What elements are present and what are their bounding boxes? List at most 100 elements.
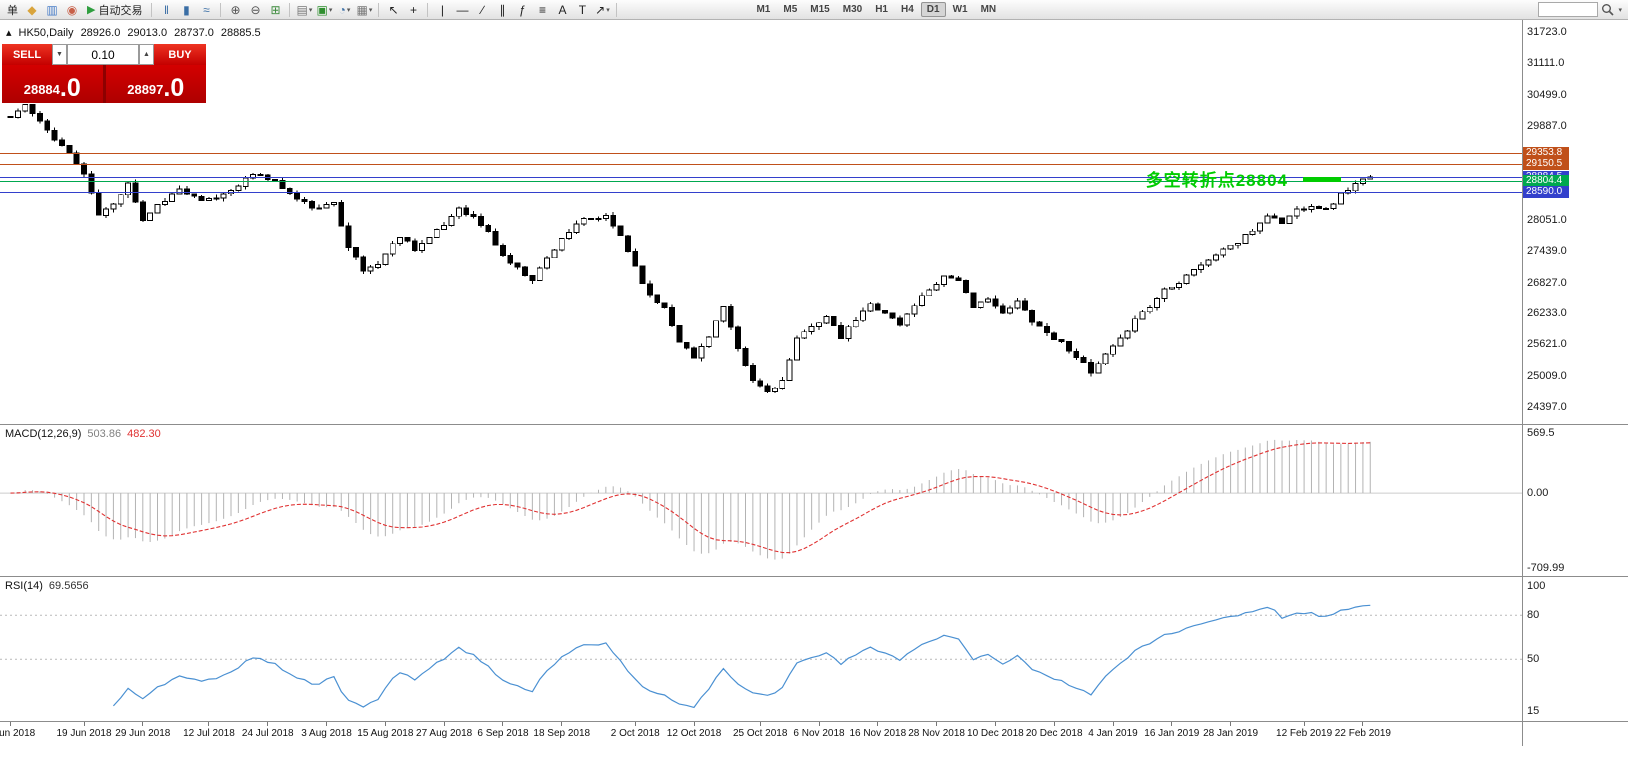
terminal-icon-glyph: ◉	[66, 2, 78, 17]
time-axis-tick	[267, 722, 269, 726]
dropdown-caret-icon[interactable]: ▾	[606, 6, 610, 14]
tile-windows-icon[interactable]: ⊞	[266, 2, 284, 18]
macd-scale-label: 0.00	[1527, 487, 1549, 500]
rsi-scale[interactable]: 100 80 50 15	[1522, 577, 1628, 721]
macd-chart[interactable]	[0, 425, 1522, 576]
date-label: 10 Dec 2018	[967, 728, 1024, 739]
trendline-icon[interactable]: ∕	[473, 2, 491, 18]
timeframe-button-h1[interactable]: H1	[875, 4, 888, 15]
buy-button[interactable]: BUY	[154, 44, 206, 65]
time-axis-tick	[877, 722, 879, 726]
volume-input[interactable]	[67, 44, 139, 65]
new-order-icon-glyph: ◆	[27, 2, 37, 17]
autotrading-button[interactable]: ▶ 自动交易	[83, 2, 146, 18]
volume-increase-button[interactable]: ▲	[139, 44, 154, 65]
date-label: 24 Jul 2018	[241, 728, 294, 739]
text-tool-icon[interactable]: A	[553, 2, 571, 18]
search-icon[interactable]	[1601, 3, 1615, 16]
time-axis-tick	[326, 722, 328, 726]
time-axis-tick	[1230, 722, 1232, 726]
arrows-tool-icon-glyph: ↗	[595, 2, 606, 17]
arrows-tool-icon[interactable]: ↗ ▾	[593, 2, 611, 18]
price-scale[interactable]: 31723.031111.030499.029887.029275.028663…	[1522, 20, 1628, 424]
cursor-icon[interactable]: ↖	[384, 2, 402, 18]
channel-icon[interactable]: ∥	[493, 2, 511, 18]
time-axis-tick	[1171, 722, 1173, 726]
date-label: 2 Oct 2018	[610, 728, 660, 739]
indicators-icon-glyph: ▤	[296, 2, 308, 17]
dropdown-caret-icon[interactable]: ▾	[308, 6, 313, 14]
crosshair-icon-glyph: +	[409, 2, 417, 17]
date-label: 25 Oct 2018	[732, 728, 788, 739]
search-caret-icon[interactable]: ▾	[1618, 6, 1622, 14]
fibonacci-icon[interactable]: ƒ	[513, 2, 531, 18]
price-scale-label: 25621.0	[1527, 338, 1567, 351]
bar-chart-mode-icon[interactable]: ‖	[157, 2, 175, 18]
dropdown-caret-icon[interactable]: ▾	[328, 6, 333, 14]
toolbar-separator	[220, 2, 222, 17]
macd-value-main: 503.86	[87, 428, 122, 440]
date-label: 15 Aug 2018	[357, 728, 414, 739]
horizontal-line-icon[interactable]: —	[453, 2, 471, 18]
date-label: 22 Feb 2019	[1334, 728, 1391, 739]
ask-price-main: 28897	[127, 82, 164, 97]
date-label: 27 Aug 2018	[416, 728, 473, 739]
toolbar-separator	[289, 2, 291, 17]
templates-icon[interactable]: ▦ ▾	[355, 2, 373, 18]
ohlc-low: 28737.0	[174, 27, 214, 39]
macd-scale-label: -709.99	[1527, 562, 1565, 574]
timeframe-button-d1[interactable]: D1	[920, 2, 946, 17]
vertical-line-icon[interactable]: |	[433, 2, 451, 18]
toolbar-separator	[378, 2, 380, 17]
candlestick-mode-icon[interactable]: ▮	[177, 2, 195, 18]
price-scale-label: 28051.0	[1527, 213, 1567, 226]
search-input[interactable]	[1538, 2, 1599, 17]
indicators-icon[interactable]: ▤ ▾	[295, 2, 313, 18]
price-scale-label: 26233.0	[1527, 307, 1567, 320]
menu-label[interactable]: 单	[7, 4, 18, 17]
zoom-in-icon-glyph: ⊕	[230, 2, 241, 17]
timeframe-button-m1[interactable]: M1	[756, 4, 771, 15]
time-axis-tick	[142, 722, 144, 726]
dropdown-caret-icon[interactable]: ▾	[368, 6, 373, 14]
terminal-icon[interactable]: ◉	[63, 2, 81, 18]
sell-button[interactable]: SELL	[2, 44, 52, 65]
periods-icon-glyph: ◔	[338, 2, 346, 17]
rsi-chart[interactable]	[0, 577, 1522, 721]
timeframe-button-mn[interactable]: MN	[980, 4, 997, 15]
time-axis-tick	[83, 722, 85, 726]
volume-decrease-button[interactable]: ▼	[52, 44, 67, 65]
market-watch-icon[interactable]: ▥	[43, 2, 61, 18]
ask-price[interactable]: 28897.0	[106, 65, 207, 103]
new-order-icon[interactable]: ◆	[23, 2, 41, 18]
time-axis-tick	[818, 722, 820, 726]
price-scale-label: 27439.0	[1527, 245, 1567, 258]
dropdown-caret-icon[interactable]: ▾	[346, 6, 351, 14]
timeframe-button-m15[interactable]: M15	[810, 4, 830, 15]
timeframe-button-w1[interactable]: W1	[952, 4, 968, 15]
macd-scale[interactable]: 569.5 0.00 -709.99	[1522, 425, 1628, 576]
zoom-in-icon[interactable]: ⊕	[226, 2, 244, 18]
label-tool-icon[interactable]: T	[573, 2, 591, 18]
zoom-out-icon[interactable]: ⊖	[246, 2, 264, 18]
candlestick-chart[interactable]	[0, 20, 1522, 424]
price-tag: 28804.4	[1523, 175, 1569, 188]
timeframe-button-m30[interactable]: M30	[842, 4, 863, 15]
timeframe-button-h4[interactable]: H4	[900, 4, 914, 15]
timeframe-button-m5[interactable]: M5	[783, 4, 798, 15]
chart-ohlc-header: ▴ HK50,Daily 28926.0 29013.0 28737.0 28885.5	[6, 26, 268, 39]
bid-price[interactable]: 28884.0	[2, 65, 103, 103]
periods-icon[interactable]: ◔ ▾	[335, 2, 353, 18]
line-chart-mode-icon[interactable]: ≈	[197, 2, 215, 18]
rsi-panel[interactable]: RSI(14) 69.5656 100 80 50 15	[0, 577, 1628, 722]
new-chart-icon[interactable]: ▣ ▾	[315, 2, 333, 18]
rsi-scale-label: 100	[1527, 579, 1546, 592]
crosshair-icon[interactable]: +	[404, 2, 422, 18]
macd-panel[interactable]: MACD(12,26,9) 503.86 482.30 569.5 0.00 -709.…	[0, 425, 1628, 577]
date-label: 16 Nov 2018	[849, 728, 907, 739]
channel-icon-glyph: ∥	[499, 2, 506, 17]
price-tag: 28590.0	[1523, 186, 1569, 199]
main-chart-panel[interactable]: ▴ HK50,Daily 28926.0 29013.0 28737.0 28885.5 …	[0, 20, 1628, 425]
shapes-icon[interactable]: ≡	[533, 2, 551, 18]
